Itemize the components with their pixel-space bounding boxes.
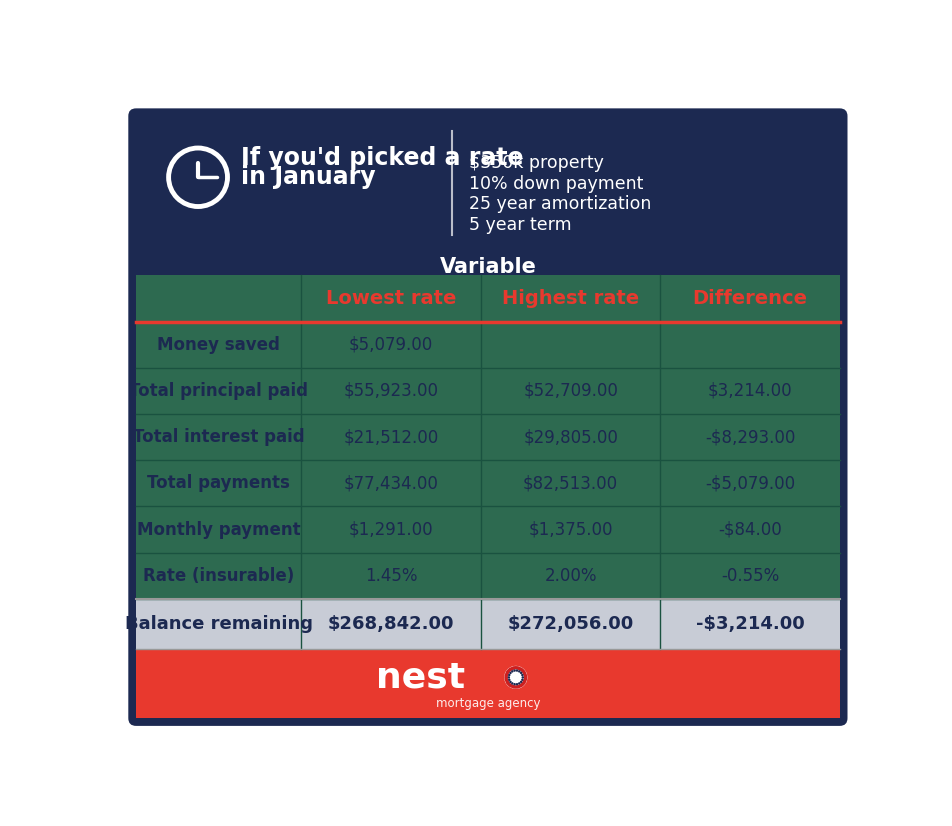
Text: -$8,293.00: -$8,293.00	[704, 428, 795, 446]
Text: $82,513.00: $82,513.00	[523, 474, 618, 492]
Text: 10% down payment: 10% down payment	[469, 174, 644, 192]
Circle shape	[521, 678, 524, 681]
Circle shape	[518, 682, 521, 685]
Text: $268,842.00: $268,842.00	[327, 615, 454, 633]
Text: Monthly payment: Monthly payment	[137, 520, 301, 539]
Text: -0.55%: -0.55%	[721, 567, 779, 585]
Bar	[136, 368, 840, 414]
Text: nest: nest	[375, 661, 465, 695]
Bar	[136, 414, 840, 460]
Text: $55,923.00: $55,923.00	[344, 382, 439, 400]
Circle shape	[508, 678, 510, 681]
Bar	[136, 599, 840, 649]
Text: 25 year amortization: 25 year amortization	[469, 196, 652, 213]
Text: 2.00%: 2.00%	[545, 567, 597, 585]
Text: $5,079.00: $5,079.00	[349, 335, 433, 354]
Circle shape	[516, 683, 518, 686]
Text: -$84.00: -$84.00	[718, 520, 782, 539]
Text: in January: in January	[241, 165, 375, 189]
Text: 1.45%: 1.45%	[365, 567, 417, 585]
Text: Balance remaining: Balance remaining	[125, 615, 313, 633]
Circle shape	[513, 683, 516, 686]
Text: Lowest rate: Lowest rate	[326, 289, 456, 308]
Bar	[136, 251, 840, 283]
Circle shape	[511, 670, 513, 672]
Bar	[136, 321, 840, 368]
Text: If you'd picked a rate: If you'd picked a rate	[241, 146, 524, 170]
Text: $350k property: $350k property	[469, 154, 605, 172]
Text: mortgage agency: mortgage agency	[436, 697, 540, 710]
Text: -$3,214.00: -$3,214.00	[696, 615, 804, 633]
Circle shape	[522, 676, 524, 679]
Circle shape	[509, 681, 511, 683]
Text: $1,375.00: $1,375.00	[528, 520, 613, 539]
Circle shape	[513, 669, 516, 672]
Text: Highest rate: Highest rate	[502, 289, 639, 308]
Bar	[136, 460, 840, 506]
Text: $3,214.00: $3,214.00	[707, 382, 792, 400]
Circle shape	[521, 674, 524, 676]
Text: $1,291.00: $1,291.00	[348, 520, 433, 539]
Text: Money saved: Money saved	[157, 335, 280, 354]
Circle shape	[507, 676, 510, 679]
Circle shape	[508, 674, 510, 676]
Circle shape	[505, 666, 527, 689]
Text: $272,056.00: $272,056.00	[507, 615, 634, 633]
Text: Rate (insurable): Rate (insurable)	[143, 567, 294, 585]
Bar	[136, 506, 840, 553]
Bar	[136, 649, 840, 718]
Circle shape	[516, 669, 518, 672]
Bar	[136, 275, 840, 321]
Text: Total payments: Total payments	[148, 474, 290, 492]
Circle shape	[520, 672, 523, 674]
Text: $29,805.00: $29,805.00	[524, 428, 618, 446]
Text: Total interest paid: Total interest paid	[133, 428, 305, 446]
Text: -$5,079.00: -$5,079.00	[705, 474, 795, 492]
Bar	[136, 553, 840, 599]
Text: 5 year term: 5 year term	[469, 216, 572, 234]
FancyBboxPatch shape	[129, 108, 847, 726]
Circle shape	[511, 682, 513, 685]
Circle shape	[520, 681, 523, 683]
Text: Total principal paid: Total principal paid	[129, 382, 308, 400]
Text: $52,709.00: $52,709.00	[524, 382, 618, 400]
Text: Variable: Variable	[440, 257, 536, 277]
Circle shape	[518, 670, 521, 672]
Text: Difference: Difference	[692, 289, 807, 308]
Circle shape	[509, 672, 511, 674]
Text: $77,434.00: $77,434.00	[344, 474, 439, 492]
Circle shape	[512, 674, 519, 681]
Text: $21,512.00: $21,512.00	[344, 428, 439, 446]
